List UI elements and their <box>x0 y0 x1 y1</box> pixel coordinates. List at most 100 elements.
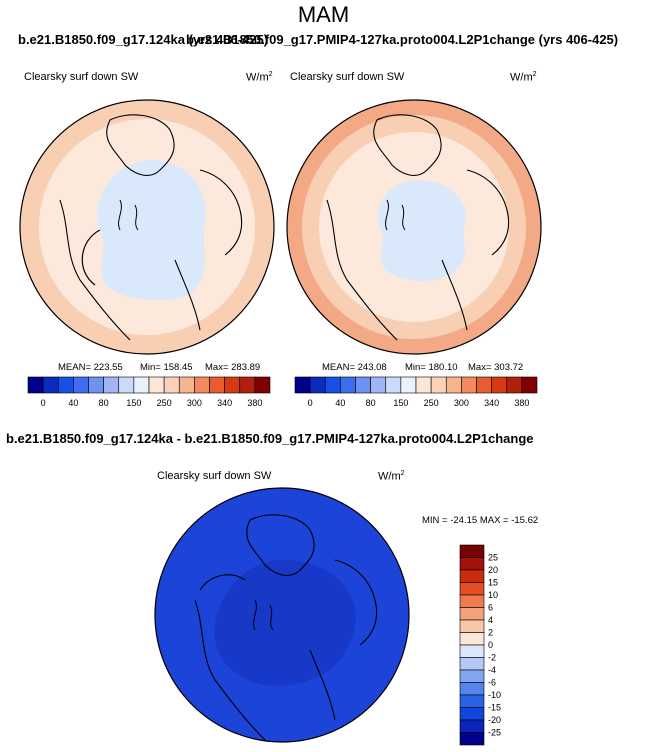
panel1-colorbar-swatch <box>209 376 225 394</box>
difference-colorbar-tick-label: 20 <box>488 565 498 575</box>
difference-colorbar-tick-label: -15 <box>488 703 501 713</box>
difference-colorbar-tick-label: 4 <box>488 615 493 625</box>
figure-title: MAM <box>297 2 350 27</box>
panel1-map <box>20 100 274 354</box>
panel2-colorbar-swatch <box>461 376 477 394</box>
difference-colorbar-swatch <box>459 732 485 746</box>
panel1-colorbar-swatch <box>254 376 271 394</box>
panel1-colorbar-tick-label: 250 <box>157 398 172 408</box>
difference-colorbar-tick-label: 6 <box>488 603 493 613</box>
panel1-mean: MEAN= 223.55 <box>58 362 123 373</box>
panel2-colorbar-tick-label: 380 <box>514 398 529 408</box>
panel1-colorbar-swatch <box>224 376 241 394</box>
panel2-colorbar-swatch <box>415 376 432 394</box>
difference-colorbar-swatch <box>459 619 485 633</box>
panel1-colorbar-tick-label: 340 <box>217 398 232 408</box>
panel1-colorbar-swatch <box>73 376 89 394</box>
panel2-colorbar-swatch <box>400 376 417 394</box>
panel2-max: Max= 303.72 <box>468 362 524 373</box>
difference-variable-label: Clearsky surf down SW <box>157 470 272 482</box>
panel1-units-label: W/m2 <box>246 71 273 84</box>
panel2-colorbar-swatch <box>491 376 508 394</box>
difference-colorbar-tick-label: -6 <box>488 678 496 688</box>
panel1-colorbar-tick-label: 0 <box>41 398 46 408</box>
difference-colorbar-tick-label: 15 <box>488 578 498 588</box>
panel1-colorbar-swatch <box>88 376 104 394</box>
difference-colorbar-tick-label: -10 <box>488 690 501 700</box>
difference-colorbar-tick-label: -2 <box>488 653 496 663</box>
panel1-colorbar-swatch <box>148 376 165 394</box>
panel1-colorbar-swatch <box>239 376 256 394</box>
panel2-colorbar-tick-label: 300 <box>454 398 469 408</box>
panel1-colorbar: 0 40 80 150 250 300 340 380 <box>27 376 271 408</box>
difference-colorbar-swatch <box>459 557 485 571</box>
panel2-colorbar-swatch <box>370 376 387 394</box>
panel2-units-label: W/m2 <box>510 71 537 84</box>
difference-colorbar-swatch <box>459 657 485 671</box>
panel1-colorbar-tick-label: 300 <box>187 398 202 408</box>
panel1-min: Min= 158.45 <box>140 362 193 373</box>
panel2-colorbar-tick-label: 340 <box>484 398 499 408</box>
panel2-variable-label: Clearsky surf down SW <box>290 71 405 83</box>
panel1-colorbar-swatch <box>178 376 195 394</box>
difference-map <box>155 488 409 742</box>
panel1-max: Max= 283.89 <box>205 362 261 373</box>
panel2-mean: MEAN= 243.08 <box>322 362 387 373</box>
panel2-colorbar-tick-label: 0 <box>308 398 313 408</box>
panel2-colorbar-tick-label: 150 <box>393 398 408 408</box>
panel2-colorbar-swatch <box>340 376 356 394</box>
difference-colorbar-swatch <box>459 569 485 583</box>
difference-colorbar-tick-label: -20 <box>488 715 501 725</box>
panel2-colorbar-tick-label: 80 <box>366 398 376 408</box>
difference-colorbar-swatch <box>459 694 485 708</box>
difference-colorbar-swatch <box>459 644 485 658</box>
panel1-colorbar-swatch <box>163 376 180 394</box>
panel1-colorbar-swatch <box>57 376 74 394</box>
panel2-colorbar-swatch <box>430 376 447 394</box>
difference-colorbar-swatch <box>459 544 485 558</box>
difference-colorbar-swatch <box>459 632 485 646</box>
panel2-colorbar-swatch <box>324 376 341 394</box>
difference-colorbar-swatch <box>459 707 485 721</box>
difference-colorbar-swatch <box>459 682 485 696</box>
difference-colorbar-tick-label: -4 <box>488 665 496 675</box>
difference-colorbar-swatch <box>459 719 485 733</box>
difference-colorbar-tick-label: 0 <box>488 640 493 650</box>
panel2-colorbar-swatch <box>355 376 371 394</box>
panel2-colorbar-swatch <box>309 376 326 394</box>
panel1-colorbar-swatch <box>194 376 210 394</box>
panel1-colorbar-swatch <box>27 376 44 394</box>
difference-colorbar-swatch <box>459 582 485 596</box>
panel2-colorbar-tick-label: 40 <box>335 398 345 408</box>
panel1-colorbar-tick-label: 40 <box>68 398 78 408</box>
panel2-colorbar-swatch <box>445 376 462 394</box>
panel1-colorbar-swatch <box>118 376 135 394</box>
panel1-colorbar-swatch <box>103 376 120 394</box>
difference-colorbar-tick-label: 2 <box>488 628 493 638</box>
difference-colorbar-tick-label: 25 <box>488 553 498 563</box>
difference-colorbar-swatch <box>459 607 485 621</box>
left-panel-subtitle: b.e21.B1850.f09_g17.124ka (yrs 406-425) <box>18 32 269 47</box>
difference-subtitle: b.e21.B1850.f09_g17.124ka - b.e21.B1850.… <box>6 431 534 446</box>
panel2-colorbar-swatch <box>506 376 523 394</box>
panel2-colorbar: 0 40 80 150 250 300 340 380 <box>294 376 538 408</box>
difference-colorbar-swatch <box>459 594 485 608</box>
difference-colorbar-tick-label: -25 <box>488 728 501 738</box>
panel2-colorbar-tick-label: 250 <box>424 398 439 408</box>
panel2-colorbar-swatch <box>476 376 492 394</box>
panel1-map-border <box>19 99 275 355</box>
panel1-variable-label: Clearsky surf down SW <box>24 71 139 83</box>
panel2-min: Min= 180.10 <box>405 362 458 373</box>
difference-minmax: MIN = -24.15 MAX = -15.62 <box>422 515 539 526</box>
panel1-colorbar-tick-label: 80 <box>99 398 109 408</box>
panel2-colorbar-swatch <box>521 376 538 394</box>
difference-colorbar-swatch <box>459 669 485 683</box>
difference-units-label: W/m2 <box>378 470 405 483</box>
panel1-colorbar-swatch <box>133 376 150 394</box>
panel2-colorbar-swatch <box>385 376 402 394</box>
right-panel-subtitle: b.e21.B1850.f09_g17.PMIP4-127ka.proto004… <box>186 32 619 47</box>
panel2-map-border <box>286 99 542 355</box>
difference-colorbar-tick-label: 10 <box>488 590 498 600</box>
panel2-map <box>287 100 541 354</box>
